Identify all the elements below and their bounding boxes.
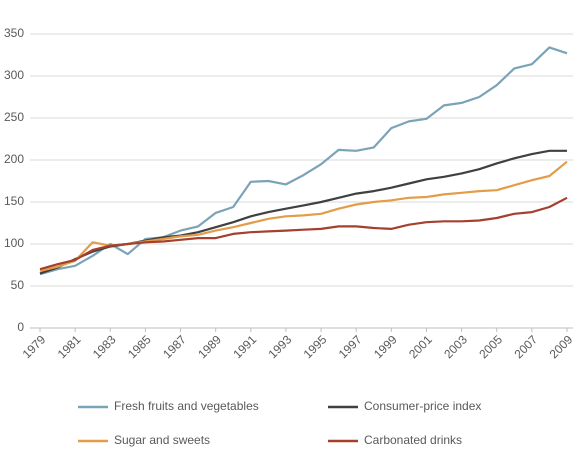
x-tick-label: 1983 — [90, 332, 119, 361]
y-tick-label: 300 — [4, 68, 24, 82]
x-tick-label: 1997 — [336, 332, 365, 361]
y-tick-label: 200 — [4, 152, 24, 166]
y-tick-label: 0 — [17, 320, 24, 334]
y-tick-label: 50 — [11, 278, 25, 292]
x-tick-label: 2003 — [441, 332, 470, 361]
x-tick-label: 1985 — [125, 332, 154, 361]
x-tick-label: 1991 — [230, 332, 259, 361]
x-tick-label: 1999 — [371, 332, 400, 361]
legend-label: Consumer-price index — [364, 399, 481, 413]
series-line — [39, 160, 568, 272]
x-tick-label: 1987 — [160, 332, 189, 361]
x-tick-label: 1979 — [20, 332, 49, 361]
series-line — [39, 149, 567, 275]
x-tick-label: 2009 — [547, 332, 576, 361]
x-tick-label: 1995 — [301, 332, 330, 361]
x-tick-label: 2007 — [511, 332, 540, 361]
x-tick-label: 2005 — [476, 332, 505, 361]
series-line — [39, 46, 568, 276]
y-tick-label: 350 — [4, 26, 24, 40]
x-tick-label: 1989 — [195, 332, 224, 361]
y-tick-label: 150 — [4, 194, 24, 208]
y-tick-label: 250 — [4, 110, 24, 124]
y-tick-label: 100 — [4, 236, 24, 250]
x-tick-label: 1981 — [55, 332, 84, 361]
x-tick-label: 1993 — [266, 332, 295, 361]
legend-label: Sugar and sweets — [114, 433, 210, 447]
series-line — [39, 196, 568, 271]
x-tick-label: 2001 — [406, 332, 435, 361]
legend-label: Carbonated drinks — [364, 433, 462, 447]
legend-label: Fresh fruits and vegetables — [114, 399, 259, 413]
